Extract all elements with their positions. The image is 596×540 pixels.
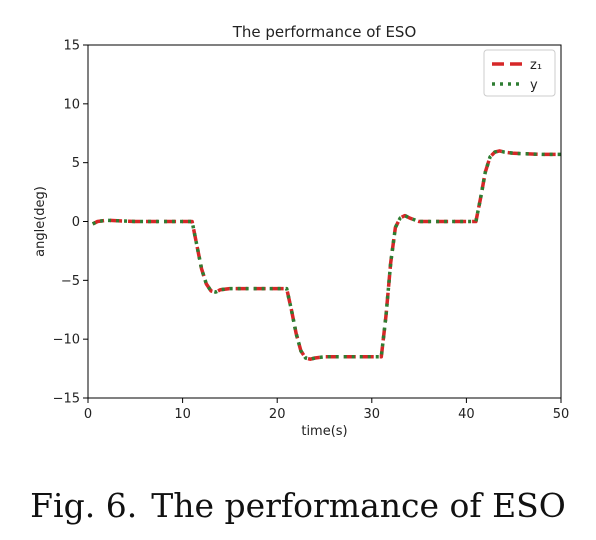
y-tick-label: 0 — [72, 215, 80, 230]
series-line-z1 — [91, 149, 561, 361]
x-axis-label: time(s) — [301, 424, 347, 439]
x-tick-label: 10 — [174, 407, 191, 422]
y-tick-label: 10 — [63, 97, 80, 112]
x-tick-label: 50 — [553, 407, 570, 422]
x-axis-ticks: 0 10 20 30 40 50 — [84, 398, 569, 422]
series-line-y — [91, 149, 561, 361]
caption-text: The performance of ESO — [151, 486, 566, 525]
y-axis-ticks: 15 10 5 0 −5 −10 −15 — [53, 39, 88, 407]
y-tick-label: −5 — [61, 274, 80, 289]
y-tick-label: 5 — [72, 156, 80, 171]
legend-box — [483, 49, 556, 97]
legend-label-z1: z₁ — [530, 58, 542, 73]
y-tick-label: 15 — [63, 39, 80, 54]
legend: z₁ y — [483, 49, 556, 97]
y-tick-label: −15 — [53, 392, 80, 407]
chart-svg: The performance of ESO 0 10 20 30 40 50 15105… — [33, 23, 569, 439]
x-tick-label: 30 — [364, 407, 381, 422]
x-tick-label: 20 — [269, 407, 286, 422]
y-tick-label: −10 — [53, 333, 80, 348]
x-tick-label: 0 — [84, 407, 92, 422]
y-axis-label: angle(deg) — [33, 186, 48, 257]
figure-caption: Fig. 6. The performance of ESO — [0, 486, 596, 525]
x-tick-label: 40 — [458, 407, 475, 422]
caption-label: Fig. 6. — [30, 486, 138, 525]
legend-label-y: y — [530, 78, 538, 93]
plot-lines — [91, 149, 561, 361]
chart-title: The performance of ESO — [232, 23, 417, 41]
